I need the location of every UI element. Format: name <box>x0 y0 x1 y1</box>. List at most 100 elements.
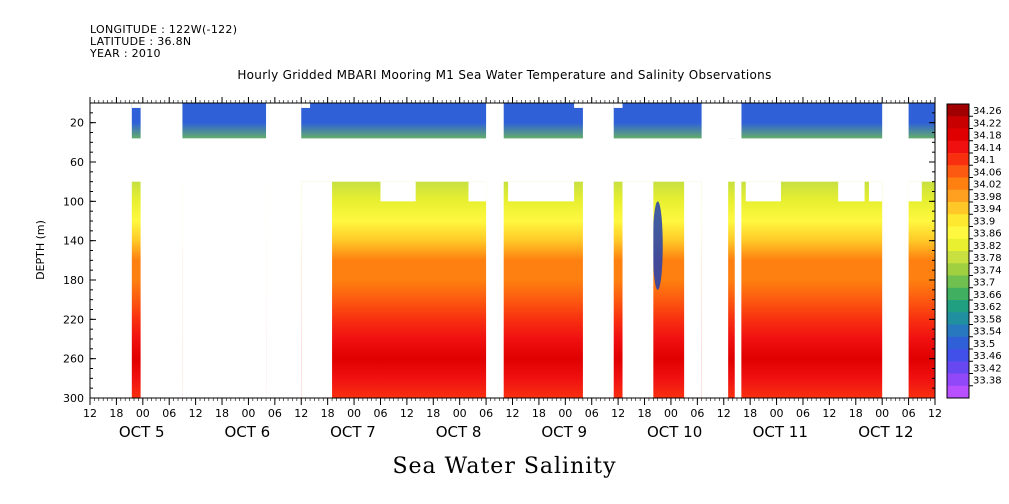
x-tick-label: 18 <box>321 407 335 420</box>
colorbar-segment <box>947 214 969 227</box>
y-tick-label: 300 <box>63 392 84 405</box>
x-tick-label: 06 <box>479 407 493 420</box>
missing-data-masks <box>90 103 935 398</box>
x-tick-label: 18 <box>426 407 440 420</box>
colorbar-segment <box>947 251 969 264</box>
x-day-label: OCT 11 <box>753 423 808 441</box>
missing-data <box>131 103 141 108</box>
colorbar-label: 33.9 <box>973 216 995 227</box>
colorbar-label: 33.98 <box>973 192 1002 203</box>
missing-data <box>301 181 333 398</box>
low-salinity-intrusion <box>652 201 663 290</box>
year-label: YEAR : 2010 <box>90 47 161 60</box>
colorbar-label: 34.18 <box>973 131 1002 142</box>
x-tick-label: 06 <box>796 407 810 420</box>
x-tick-label: 12 <box>611 407 625 420</box>
colorbar-label: 33.7 <box>973 278 995 289</box>
x-tick-label: 12 <box>506 407 520 420</box>
colorbar-segment <box>947 385 969 399</box>
colorbar-segment <box>947 287 969 301</box>
x-tick-label: 18 <box>532 407 546 420</box>
missing-data <box>380 181 416 202</box>
x-tick-label: 12 <box>717 407 731 420</box>
x-day-label: OCT 5 <box>119 423 165 441</box>
x-tick-label: 00 <box>241 407 255 420</box>
colorbar-segment <box>947 177 969 191</box>
colorbar-label: 33.5 <box>973 339 995 350</box>
missing-data <box>182 138 267 398</box>
colorbar-segment <box>947 202 969 215</box>
missing-data <box>734 103 742 398</box>
colorbar-segment <box>947 312 969 325</box>
colorbar-segment <box>947 165 969 178</box>
axes: 20 60 100 140 180 220 260 300 12 18 00 06 12 18 00 06 12… <box>63 97 942 441</box>
x-tick-label: 06 <box>162 407 176 420</box>
x-tick-label: 00 <box>453 407 467 420</box>
colorbar-segment <box>947 263 969 276</box>
y-tick-label: 20 <box>70 117 84 130</box>
colorbar-label: 33.54 <box>973 327 1002 338</box>
colorbar-label: 33.62 <box>973 302 1002 313</box>
x-tick-label: 00 <box>770 407 784 420</box>
x-tick-label: 00 <box>136 407 150 420</box>
x-tick-label: 06 <box>690 407 704 420</box>
colorbar-label: 34.26 <box>973 106 1002 117</box>
missing-data <box>838 181 865 202</box>
colorbar-label: 34.22 <box>973 118 1002 129</box>
x-tick-label: 18 <box>109 407 123 420</box>
colorbar-label: 33.38 <box>973 376 1002 387</box>
colorbar-label: 33.46 <box>973 351 1002 362</box>
colorbar-label: 33.78 <box>973 253 1002 264</box>
colorbar-label: 33.58 <box>973 314 1002 325</box>
x-tick-label: 06 <box>268 407 282 420</box>
x-tick-label: 06 <box>902 407 916 420</box>
colorbar-segment <box>947 349 969 362</box>
colorbar-segment <box>947 153 969 166</box>
colorbar-label: 33.86 <box>973 229 1002 240</box>
colorbar-segment <box>947 128 969 142</box>
colorbar-label: 34.06 <box>973 167 1002 178</box>
colorbar: 34.2634.2234.1834.1434.134.0634.0233.983… <box>946 103 1002 399</box>
x-tick-label: 18 <box>638 407 652 420</box>
colorbar-segment <box>947 238 969 252</box>
y-tick-label: 100 <box>63 195 84 208</box>
colorbar-label: 33.66 <box>973 290 1002 301</box>
colorbar-segment <box>947 336 969 350</box>
colorbar-segment <box>947 324 969 338</box>
x-tick-label: 18 <box>743 407 757 420</box>
missing-data <box>701 103 742 139</box>
colorbar-segment <box>947 116 969 129</box>
missing-data <box>745 181 781 202</box>
latitude-label: LATITUDE : 36.8N <box>90 35 192 48</box>
colorbar-label: 34.14 <box>973 143 1002 154</box>
colorbar-segment <box>947 226 969 240</box>
y-tick-label: 260 <box>63 353 84 366</box>
missing-data <box>613 103 623 108</box>
x-tick-label: 12 <box>294 407 308 420</box>
colorbar-label: 34.02 <box>973 180 1002 191</box>
x-tick-label: 06 <box>585 407 599 420</box>
x-tick-label: 12 <box>822 407 836 420</box>
colorbar-segment <box>947 140 969 154</box>
x-day-label: OCT 9 <box>541 423 587 441</box>
y-tick-label: 140 <box>63 235 84 248</box>
x-tick-label: 18 <box>849 407 863 420</box>
colorbar-label: 33.94 <box>973 204 1002 215</box>
colorbar-segment <box>947 104 969 117</box>
x-day-label: OCT 12 <box>858 423 913 441</box>
colorbar-label: 34.1 <box>973 155 995 166</box>
x-tick-label: 06 <box>373 407 387 420</box>
x-tick-label: 00 <box>347 407 361 420</box>
missing-data <box>468 181 487 202</box>
x-tick-label: 00 <box>558 407 572 420</box>
colorbar-label: 33.82 <box>973 241 1002 252</box>
missing-data <box>301 103 311 108</box>
x-tick-label: 12 <box>400 407 414 420</box>
footer-title: Sea Water Salinity <box>392 454 617 479</box>
colorbar-segment <box>947 189 969 203</box>
y-tick-label: 60 <box>70 156 84 169</box>
x-day-label: OCT 8 <box>436 423 482 441</box>
colorbar-segment <box>947 373 969 387</box>
x-day-label: OCT 7 <box>330 423 376 441</box>
